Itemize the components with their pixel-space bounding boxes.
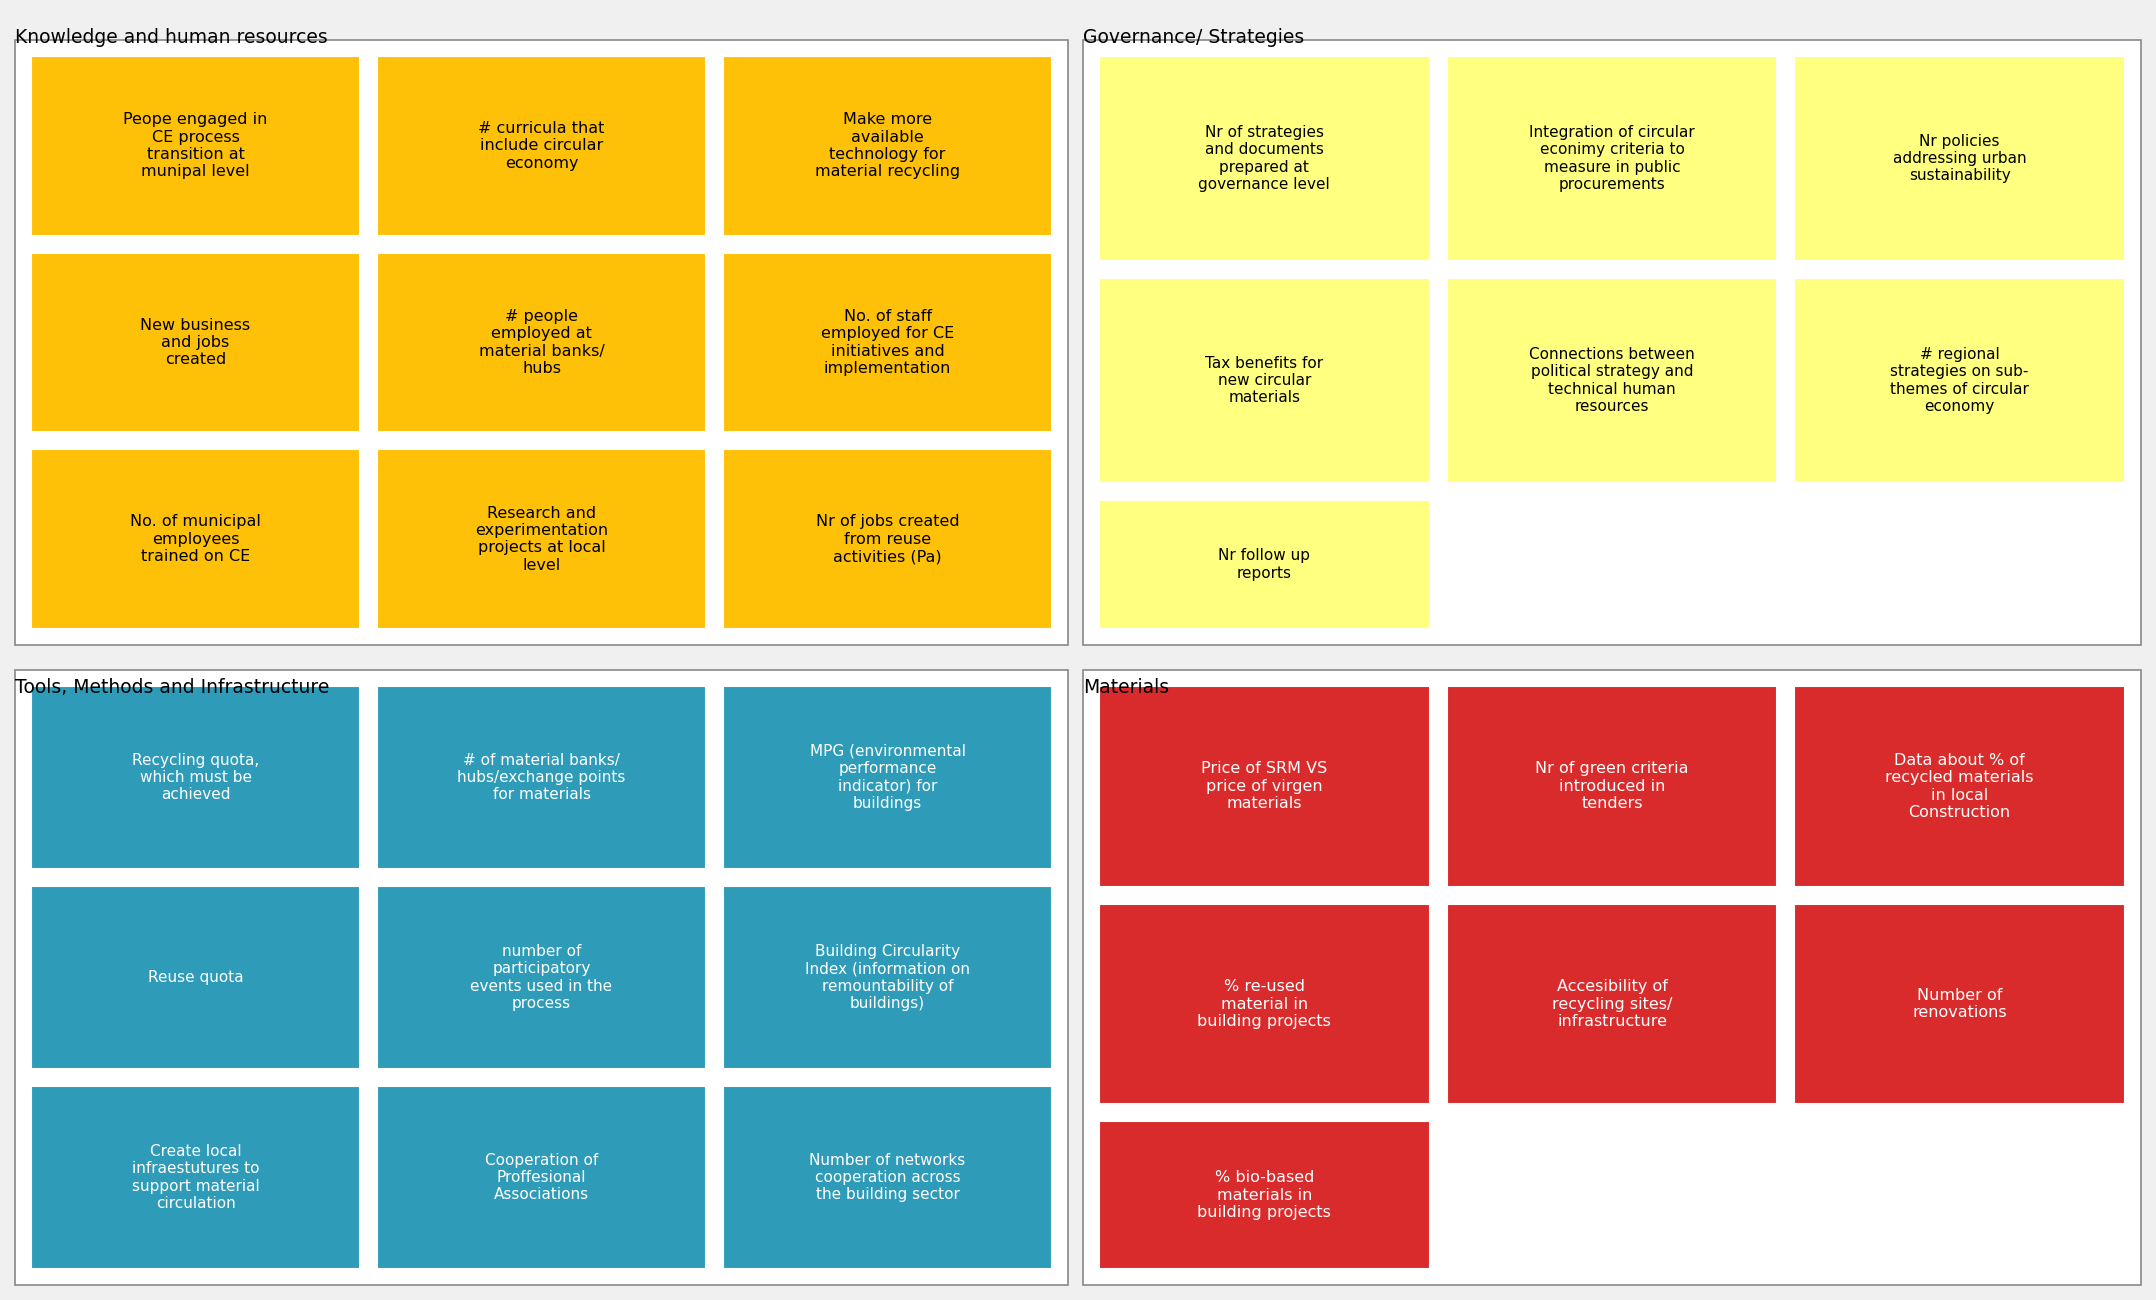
Text: Nr of jobs created
from reuse
activities (Pa): Nr of jobs created from reuse activities… bbox=[815, 515, 959, 564]
FancyBboxPatch shape bbox=[1100, 278, 1429, 484]
Text: MPG (environmental
performance
indicator) for
buildings: MPG (environmental performance indicator… bbox=[808, 744, 966, 811]
FancyBboxPatch shape bbox=[722, 1086, 1052, 1269]
Text: Nr of green criteria
introduced in
tenders: Nr of green criteria introduced in tende… bbox=[1535, 762, 1688, 811]
FancyBboxPatch shape bbox=[1100, 56, 1429, 261]
FancyBboxPatch shape bbox=[1100, 686, 1429, 887]
Text: # curricula that
include circular
economy: # curricula that include circular econom… bbox=[479, 121, 604, 170]
FancyBboxPatch shape bbox=[1447, 686, 1777, 887]
FancyBboxPatch shape bbox=[30, 56, 360, 235]
Text: Integration of circular
econimy criteria to
measure in public
procurements: Integration of circular econimy criteria… bbox=[1529, 125, 1695, 192]
FancyBboxPatch shape bbox=[30, 686, 360, 868]
FancyBboxPatch shape bbox=[1794, 903, 2126, 1105]
FancyBboxPatch shape bbox=[30, 1086, 360, 1269]
Text: Accesibility of
recycling sites/
infrastructure: Accesibility of recycling sites/ infrast… bbox=[1552, 979, 1673, 1030]
Text: Tools, Methods and Infrastructure: Tools, Methods and Infrastructure bbox=[15, 679, 330, 697]
Text: # regional
strategies on sub-
themes of circular
economy: # regional strategies on sub- themes of … bbox=[1891, 347, 2029, 415]
Text: # people
employed at
material banks/
hubs: # people employed at material banks/ hub… bbox=[479, 309, 604, 376]
FancyBboxPatch shape bbox=[1447, 56, 1777, 261]
Text: Data about % of
recycled materials
in local
Construction: Data about % of recycled materials in lo… bbox=[1884, 753, 2033, 820]
FancyBboxPatch shape bbox=[377, 887, 705, 1069]
FancyBboxPatch shape bbox=[377, 1086, 705, 1269]
FancyBboxPatch shape bbox=[1100, 903, 1429, 1105]
Text: Recycling quota,
which must be
achieved: Recycling quota, which must be achieved bbox=[132, 753, 259, 802]
FancyBboxPatch shape bbox=[722, 56, 1052, 235]
FancyBboxPatch shape bbox=[1794, 278, 2126, 484]
FancyBboxPatch shape bbox=[722, 887, 1052, 1069]
Text: Nr policies
addressing urban
sustainability: Nr policies addressing urban sustainabil… bbox=[1893, 134, 2027, 183]
FancyBboxPatch shape bbox=[1794, 56, 2126, 261]
Text: Knowledge and human resources: Knowledge and human resources bbox=[15, 29, 328, 47]
FancyBboxPatch shape bbox=[722, 450, 1052, 629]
Text: No. of municipal
employees
trained on CE: No. of municipal employees trained on CE bbox=[129, 515, 261, 564]
Text: Connections between
political strategy and
technical human
resources: Connections between political strategy a… bbox=[1529, 347, 1695, 415]
Text: No. of staff
employed for CE
initiatives and
implementation: No. of staff employed for CE initiatives… bbox=[821, 309, 955, 376]
FancyBboxPatch shape bbox=[30, 887, 360, 1069]
FancyBboxPatch shape bbox=[377, 450, 705, 629]
FancyBboxPatch shape bbox=[15, 670, 1067, 1284]
FancyBboxPatch shape bbox=[1447, 903, 1777, 1105]
FancyBboxPatch shape bbox=[30, 252, 360, 433]
Text: Cooperation of
Proffesional
Associations: Cooperation of Proffesional Associations bbox=[485, 1153, 597, 1202]
FancyBboxPatch shape bbox=[15, 40, 1067, 645]
Text: Create local
infraestutures to
support material
circulation: Create local infraestutures to support m… bbox=[132, 1144, 259, 1212]
Text: Reuse quota: Reuse quota bbox=[149, 970, 244, 985]
FancyBboxPatch shape bbox=[722, 686, 1052, 868]
Text: Number of networks
cooperation across
the building sector: Number of networks cooperation across th… bbox=[808, 1153, 966, 1202]
FancyBboxPatch shape bbox=[1082, 670, 2141, 1284]
Text: % re-used
material in
building projects: % re-used material in building projects bbox=[1197, 979, 1330, 1030]
Text: Tax benefits for
new circular
materials: Tax benefits for new circular materials bbox=[1205, 356, 1324, 406]
Text: Building Circularity
Index (information on
remountability of
buildings): Building Circularity Index (information … bbox=[804, 944, 970, 1011]
FancyBboxPatch shape bbox=[1100, 1122, 1429, 1269]
Text: Governance/ Strategies: Governance/ Strategies bbox=[1082, 29, 1304, 47]
Text: number of
participatory
events used in the
process: number of participatory events used in t… bbox=[470, 944, 612, 1011]
FancyBboxPatch shape bbox=[377, 252, 705, 433]
FancyBboxPatch shape bbox=[377, 56, 705, 235]
Text: Peope engaged in
CE process
transition at
munipal level: Peope engaged in CE process transition a… bbox=[123, 112, 267, 179]
Text: Materials: Materials bbox=[1082, 679, 1169, 697]
FancyBboxPatch shape bbox=[1100, 500, 1429, 629]
Text: New business
and jobs
created: New business and jobs created bbox=[140, 317, 250, 368]
Text: Nr follow up
reports: Nr follow up reports bbox=[1218, 549, 1311, 581]
FancyBboxPatch shape bbox=[377, 686, 705, 868]
FancyBboxPatch shape bbox=[1447, 278, 1777, 484]
Text: Price of SRM VS
price of virgen
materials: Price of SRM VS price of virgen material… bbox=[1201, 762, 1328, 811]
Text: Research and
experimentation
projects at local
level: Research and experimentation projects at… bbox=[474, 506, 608, 573]
FancyBboxPatch shape bbox=[1794, 686, 2126, 887]
Text: Make more
available
technology for
material recycling: Make more available technology for mater… bbox=[815, 112, 959, 179]
FancyBboxPatch shape bbox=[1082, 40, 2141, 645]
Text: # of material banks/
hubs/exchange points
for materials: # of material banks/ hubs/exchange point… bbox=[457, 753, 625, 802]
FancyBboxPatch shape bbox=[722, 252, 1052, 433]
Text: Number of
renovations: Number of renovations bbox=[1912, 988, 2007, 1020]
Text: Nr of strategies
and documents
prepared at
governance level: Nr of strategies and documents prepared … bbox=[1199, 125, 1330, 192]
Text: % bio-based
materials in
building projects: % bio-based materials in building projec… bbox=[1197, 1170, 1330, 1221]
FancyBboxPatch shape bbox=[30, 450, 360, 629]
